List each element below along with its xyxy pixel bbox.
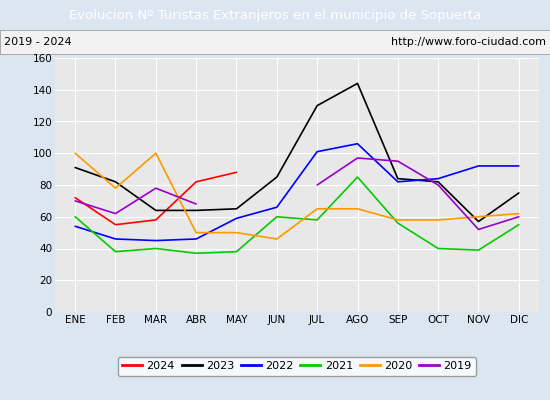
Text: 2019 - 2024: 2019 - 2024 [4, 37, 72, 47]
Legend: 2024, 2023, 2022, 2021, 2020, 2019: 2024, 2023, 2022, 2021, 2020, 2019 [118, 357, 476, 376]
Text: http://www.foro-ciudad.com: http://www.foro-ciudad.com [390, 37, 546, 47]
Text: Evolucion Nº Turistas Extranjeros en el municipio de Sopuerta: Evolucion Nº Turistas Extranjeros en el … [69, 8, 481, 22]
